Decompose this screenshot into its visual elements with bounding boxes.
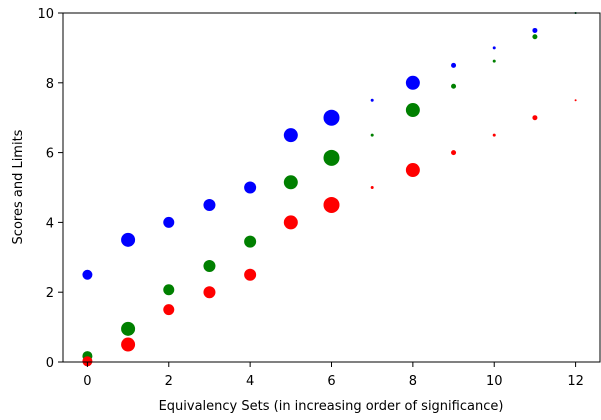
y-axis: 0 2 4 6 8 10	[37, 7, 63, 371]
x-tick-label: 2	[165, 374, 173, 389]
data-point	[532, 27, 538, 33]
x-tick-label: 6	[327, 374, 335, 389]
data-point	[405, 75, 420, 90]
data-point	[370, 98, 374, 102]
data-point	[370, 186, 374, 189]
x-axis-label: Equivalency Sets (in increasing order of…	[159, 399, 504, 414]
data-point	[492, 59, 496, 63]
data-point	[323, 109, 340, 126]
data-point	[82, 356, 93, 367]
x-tick-label: 8	[409, 374, 417, 389]
data-point	[405, 163, 420, 178]
data-point	[121, 321, 136, 336]
x-tick-label: 0	[83, 374, 91, 389]
data-point	[451, 83, 457, 89]
data-point	[492, 46, 496, 50]
data-point	[244, 235, 257, 248]
data-point	[451, 150, 457, 156]
data-point	[121, 337, 136, 352]
plot-frame	[62, 12, 601, 363]
data-point	[532, 34, 538, 40]
data-point	[405, 103, 420, 118]
points-layer	[82, 12, 577, 367]
y-axis-label: Scores and Limits	[11, 129, 26, 244]
data-point	[203, 260, 216, 273]
data-point	[283, 175, 298, 190]
data-point	[163, 304, 175, 316]
data-point	[244, 268, 257, 281]
data-point	[121, 232, 136, 247]
data-point	[82, 269, 93, 280]
data-point	[203, 198, 216, 211]
data-point	[451, 62, 457, 68]
y-tick-label: 6	[46, 147, 54, 162]
y-tick-label: 4	[46, 216, 54, 231]
y-tick-label: 8	[46, 77, 54, 92]
data-point	[574, 99, 577, 102]
data-point	[492, 133, 496, 137]
y-tick-label: 2	[46, 286, 54, 301]
data-point	[323, 196, 340, 213]
data-point	[323, 149, 340, 166]
data-point	[163, 216, 175, 228]
data-point	[203, 286, 216, 299]
data-point	[244, 181, 257, 194]
x-axis: 0 2 4 6 8 10 12	[83, 362, 584, 389]
data-point	[532, 115, 538, 121]
data-point	[283, 215, 298, 230]
y-tick-label: 10	[37, 7, 54, 22]
x-tick-label: 12	[567, 374, 584, 389]
x-tick-label: 4	[246, 374, 254, 389]
y-tick-label: 0	[46, 356, 54, 371]
x-tick-label: 10	[486, 374, 503, 389]
data-point	[163, 284, 175, 296]
data-point	[283, 128, 298, 143]
data-point	[370, 133, 374, 137]
